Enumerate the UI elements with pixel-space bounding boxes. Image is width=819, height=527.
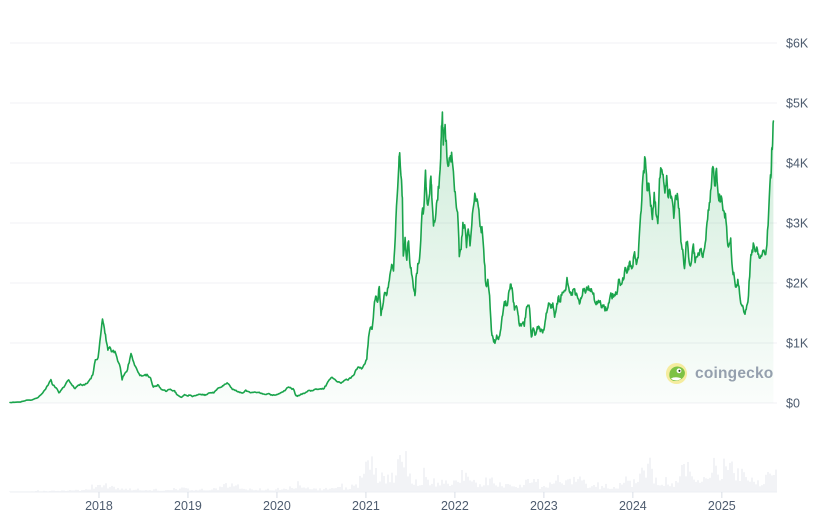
price-area-fill [10,112,774,403]
x-tick-label: 2018 [85,499,113,513]
y-tick-label: $0 [786,397,800,411]
x-tick-label: 2022 [441,499,469,513]
y-tick-label: $1K [786,337,809,351]
coingecko-watermark: coingecko [665,362,773,385]
y-axis-labels: $6K $5K $4K $3K $2K $1K $0 [786,37,809,411]
y-tick-label: $2K [786,277,809,291]
y-tick-label: $4K [786,157,809,171]
x-tick-label: 2019 [174,499,202,513]
volume-bars [9,451,777,492]
x-tick-label: 2020 [263,499,291,513]
y-tick-label: $6K [786,37,809,51]
x-tick-label: 2021 [352,499,380,513]
x-tick-label: 2024 [619,499,647,513]
y-tick-label: $3K [786,217,809,231]
x-tick-label: 2025 [708,499,736,513]
x-tick-label: 2023 [530,499,558,513]
coingecko-watermark-label: coingecko [695,364,774,382]
y-tick-label: $5K [786,97,809,111]
x-axis: 2018 2019 2020 2021 2022 2023 2024 2025 [10,491,777,513]
coingecko-logo-icon [665,362,688,385]
price-line [9,111,775,404]
